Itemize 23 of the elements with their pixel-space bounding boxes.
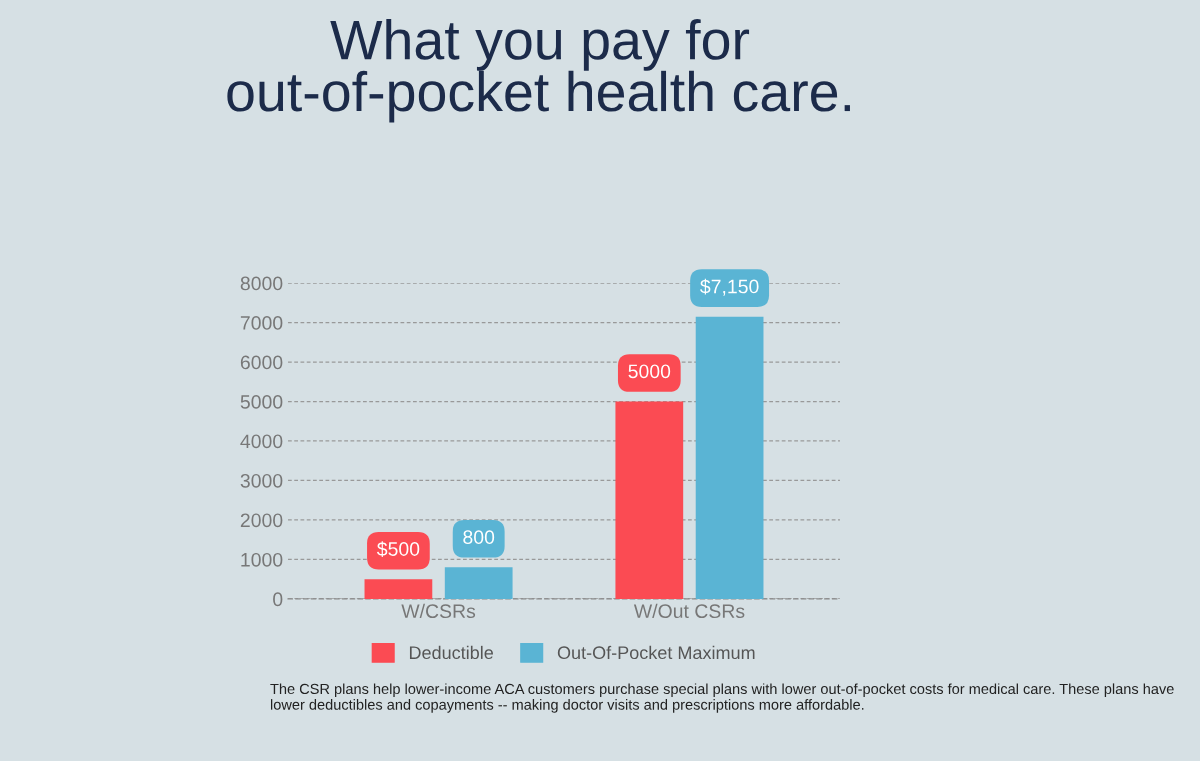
y-tick-label: 7000 xyxy=(240,316,283,330)
text: The CSR plans help lower-income ACA customers purchase special plans with lower out-of-pocket costs for medical care. These plans have lower deductibles and copayments -- making doctor visits and prescriptions more affordable. xyxy=(270,683,1174,713)
y-tick-label: 5000 xyxy=(240,394,283,409)
bar xyxy=(364,579,433,599)
x-tick-label: W/CSRs xyxy=(401,603,476,619)
x-tick-label: W/Out CSRs xyxy=(633,603,745,619)
y-tick-label: 6000 xyxy=(240,355,283,370)
y-tick-label: 8000 xyxy=(240,276,283,291)
y-tick-label: 0 xyxy=(273,592,283,607)
y-tick-label: 4000 xyxy=(240,434,283,449)
y-tick-label: 2000 xyxy=(240,513,283,528)
bar xyxy=(444,567,513,599)
data-label: $500 xyxy=(376,541,420,558)
legend-label: Out-Of-Pocket Maximum xyxy=(557,645,755,660)
legend-label: Deductible xyxy=(409,645,493,660)
bar xyxy=(695,316,764,599)
bar xyxy=(615,401,684,599)
y-tick-label: 1000 xyxy=(241,552,283,567)
y-tick-label: 3000 xyxy=(240,473,283,488)
data-label: $7,150 xyxy=(700,278,759,296)
data-label: 800 xyxy=(463,530,495,545)
chart-title: What you pay for out-of-pocket health care. xyxy=(227,19,850,123)
data-label: 5000 xyxy=(628,364,671,379)
